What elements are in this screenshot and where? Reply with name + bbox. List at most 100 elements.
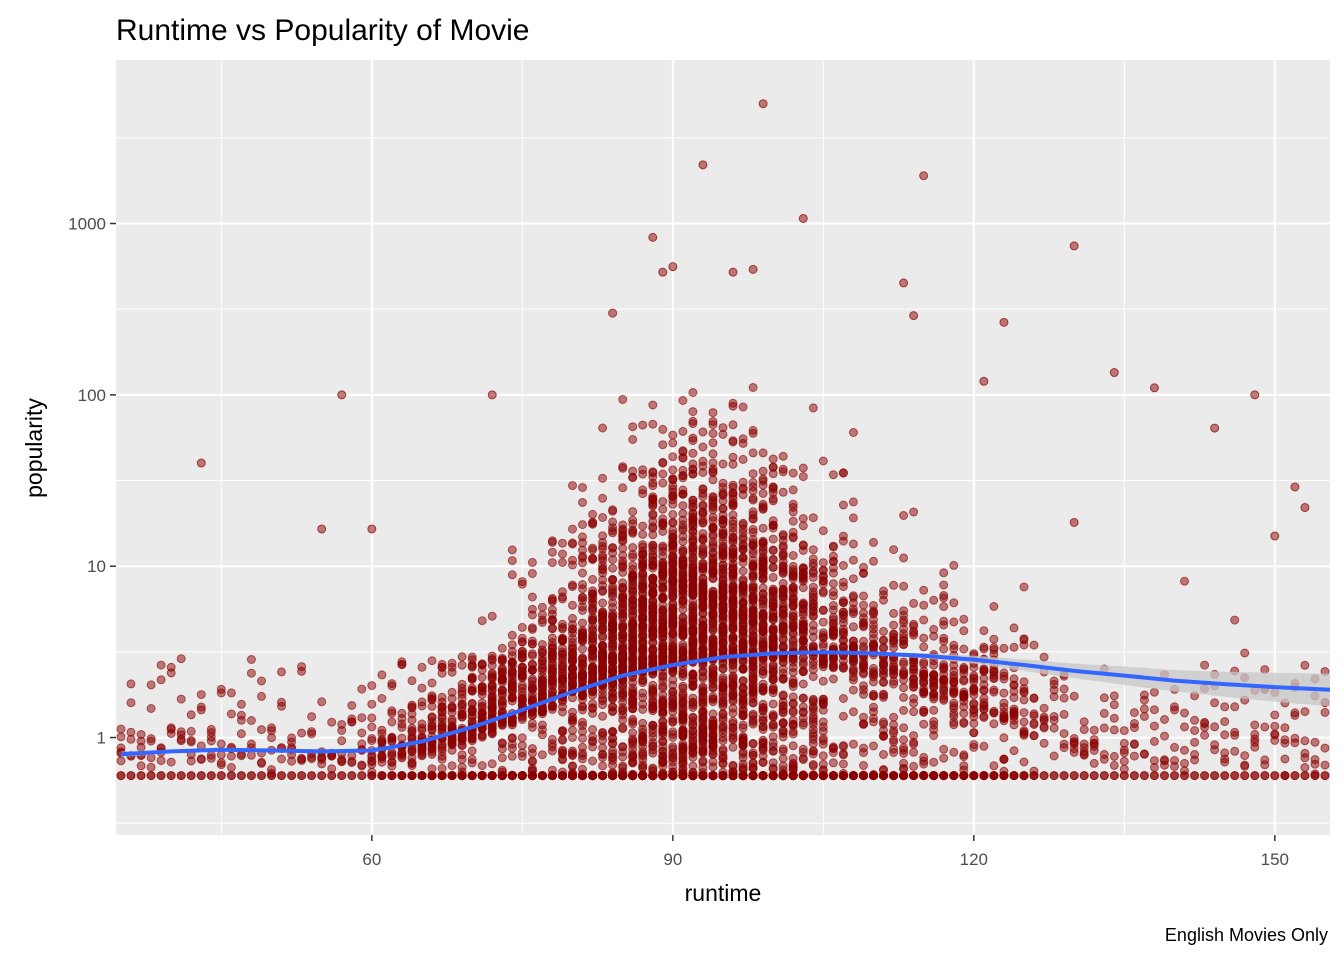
data-point bbox=[497, 767, 507, 777]
data-point bbox=[848, 707, 858, 717]
data-point bbox=[608, 563, 618, 573]
data-point bbox=[838, 741, 848, 751]
data-point bbox=[768, 637, 778, 646]
data-point bbox=[146, 771, 156, 781]
data-point bbox=[547, 637, 557, 647]
data-point bbox=[668, 438, 678, 448]
data-point bbox=[788, 611, 798, 621]
data-point bbox=[176, 727, 186, 737]
data-point bbox=[648, 478, 658, 488]
data-point bbox=[778, 691, 788, 701]
data-point bbox=[778, 629, 788, 639]
data-point bbox=[828, 605, 838, 615]
data-point bbox=[608, 506, 618, 516]
data-point bbox=[758, 613, 768, 623]
data-point bbox=[798, 616, 808, 626]
data-point bbox=[547, 605, 557, 615]
data-point bbox=[568, 641, 577, 651]
data-point bbox=[778, 541, 788, 551]
data-point bbox=[728, 609, 738, 619]
data-point bbox=[608, 706, 618, 716]
data-point bbox=[748, 639, 758, 649]
data-point bbox=[848, 604, 858, 614]
data-point bbox=[798, 574, 808, 584]
data-point bbox=[758, 602, 768, 612]
data-point bbox=[778, 531, 788, 541]
data-point bbox=[598, 624, 608, 634]
data-point bbox=[417, 662, 427, 672]
data-point bbox=[728, 587, 738, 596]
data-point bbox=[738, 483, 748, 493]
data-point bbox=[638, 637, 648, 647]
data-point bbox=[297, 662, 307, 672]
data-point bbox=[628, 560, 638, 570]
data-point bbox=[487, 703, 497, 713]
data-point bbox=[608, 755, 618, 765]
data-point bbox=[818, 722, 828, 732]
data-point bbox=[517, 667, 527, 676]
data-point bbox=[818, 751, 828, 761]
data-point bbox=[578, 690, 587, 700]
data-point bbox=[748, 541, 758, 551]
data-point bbox=[497, 675, 507, 685]
data-point bbox=[838, 468, 848, 478]
data-point bbox=[748, 448, 758, 458]
data-point bbox=[708, 664, 718, 674]
data-point bbox=[648, 766, 658, 776]
data-point bbox=[628, 606, 638, 616]
data-point bbox=[246, 668, 256, 678]
data-point bbox=[698, 544, 708, 554]
data-point bbox=[628, 654, 638, 664]
data-point bbox=[728, 550, 738, 560]
data-point bbox=[568, 634, 577, 643]
data-point bbox=[517, 733, 527, 743]
data-point bbox=[738, 664, 748, 674]
data-point bbox=[527, 592, 537, 602]
data-point bbox=[578, 764, 587, 774]
data-point bbox=[658, 469, 668, 479]
data-point bbox=[226, 751, 236, 761]
data-point bbox=[798, 658, 808, 667]
data-point bbox=[708, 449, 718, 459]
data-point bbox=[688, 514, 698, 524]
data-point bbox=[738, 402, 748, 412]
data-point bbox=[678, 756, 688, 766]
data-point bbox=[547, 615, 557, 625]
data-point bbox=[517, 653, 527, 663]
data-point bbox=[246, 750, 256, 760]
data-point bbox=[618, 551, 628, 560]
data-point bbox=[808, 734, 818, 744]
data-point bbox=[778, 592, 788, 602]
data-point bbox=[638, 521, 648, 531]
data-point bbox=[608, 641, 618, 651]
data-point bbox=[838, 536, 848, 546]
data-point bbox=[798, 708, 808, 717]
data-point bbox=[196, 771, 206, 781]
data-point bbox=[618, 703, 628, 713]
data-point bbox=[507, 675, 517, 685]
data-point bbox=[307, 754, 317, 764]
data-point bbox=[236, 771, 246, 781]
data-point bbox=[387, 717, 397, 727]
data-point bbox=[748, 569, 758, 579]
data-point bbox=[507, 715, 517, 725]
data-point bbox=[507, 751, 517, 761]
data-point bbox=[186, 726, 196, 736]
data-point bbox=[578, 717, 587, 727]
data-point bbox=[578, 655, 587, 665]
data-point bbox=[116, 724, 126, 734]
data-point bbox=[768, 675, 778, 685]
data-point bbox=[427, 656, 437, 666]
data-point bbox=[678, 453, 688, 463]
data-point bbox=[307, 771, 317, 781]
data-point bbox=[668, 744, 678, 754]
data-point bbox=[357, 713, 367, 723]
data-point bbox=[788, 640, 798, 650]
data-point bbox=[658, 643, 668, 653]
data-point bbox=[658, 746, 668, 756]
data-point bbox=[527, 569, 537, 578]
data-point bbox=[828, 748, 838, 757]
data-point bbox=[758, 488, 768, 498]
data-point bbox=[467, 771, 477, 781]
data-point bbox=[708, 492, 718, 502]
